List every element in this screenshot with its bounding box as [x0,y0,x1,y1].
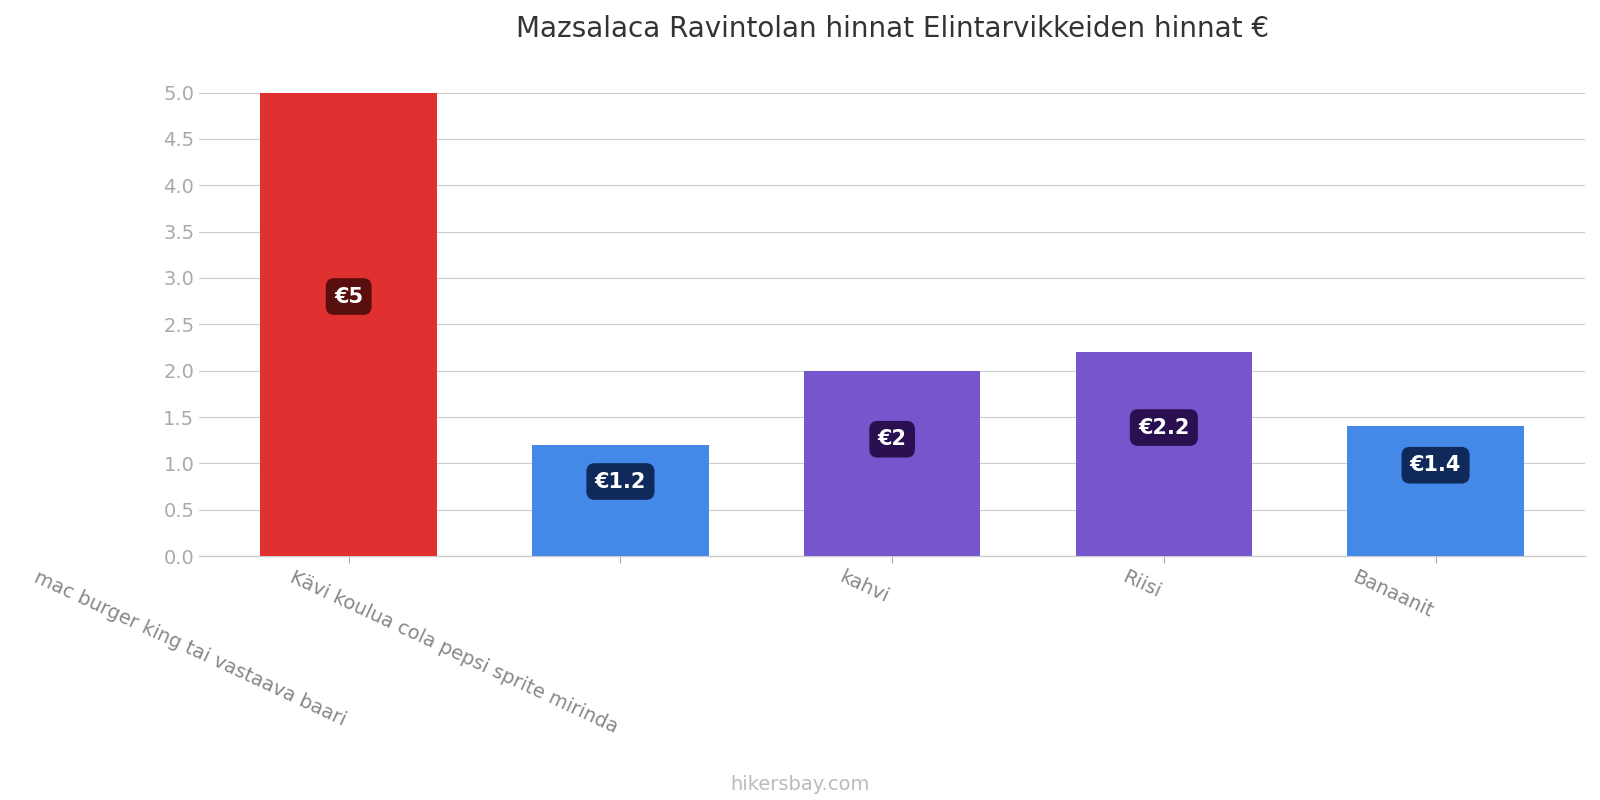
Title: Mazsalaca Ravintolan hinnat Elintarvikkeiden hinnat €: Mazsalaca Ravintolan hinnat Elintarvikke… [515,15,1269,43]
Text: €2.2: €2.2 [1138,418,1189,438]
Bar [1075,352,1253,556]
Bar [261,93,437,556]
Bar [1347,426,1523,556]
Text: €2: €2 [878,430,907,450]
Text: €1.4: €1.4 [1410,455,1461,475]
Bar [803,370,981,556]
Text: €1.2: €1.2 [595,471,646,491]
Bar [533,445,709,556]
Text: €5: €5 [334,286,363,306]
Text: hikersbay.com: hikersbay.com [730,774,870,794]
